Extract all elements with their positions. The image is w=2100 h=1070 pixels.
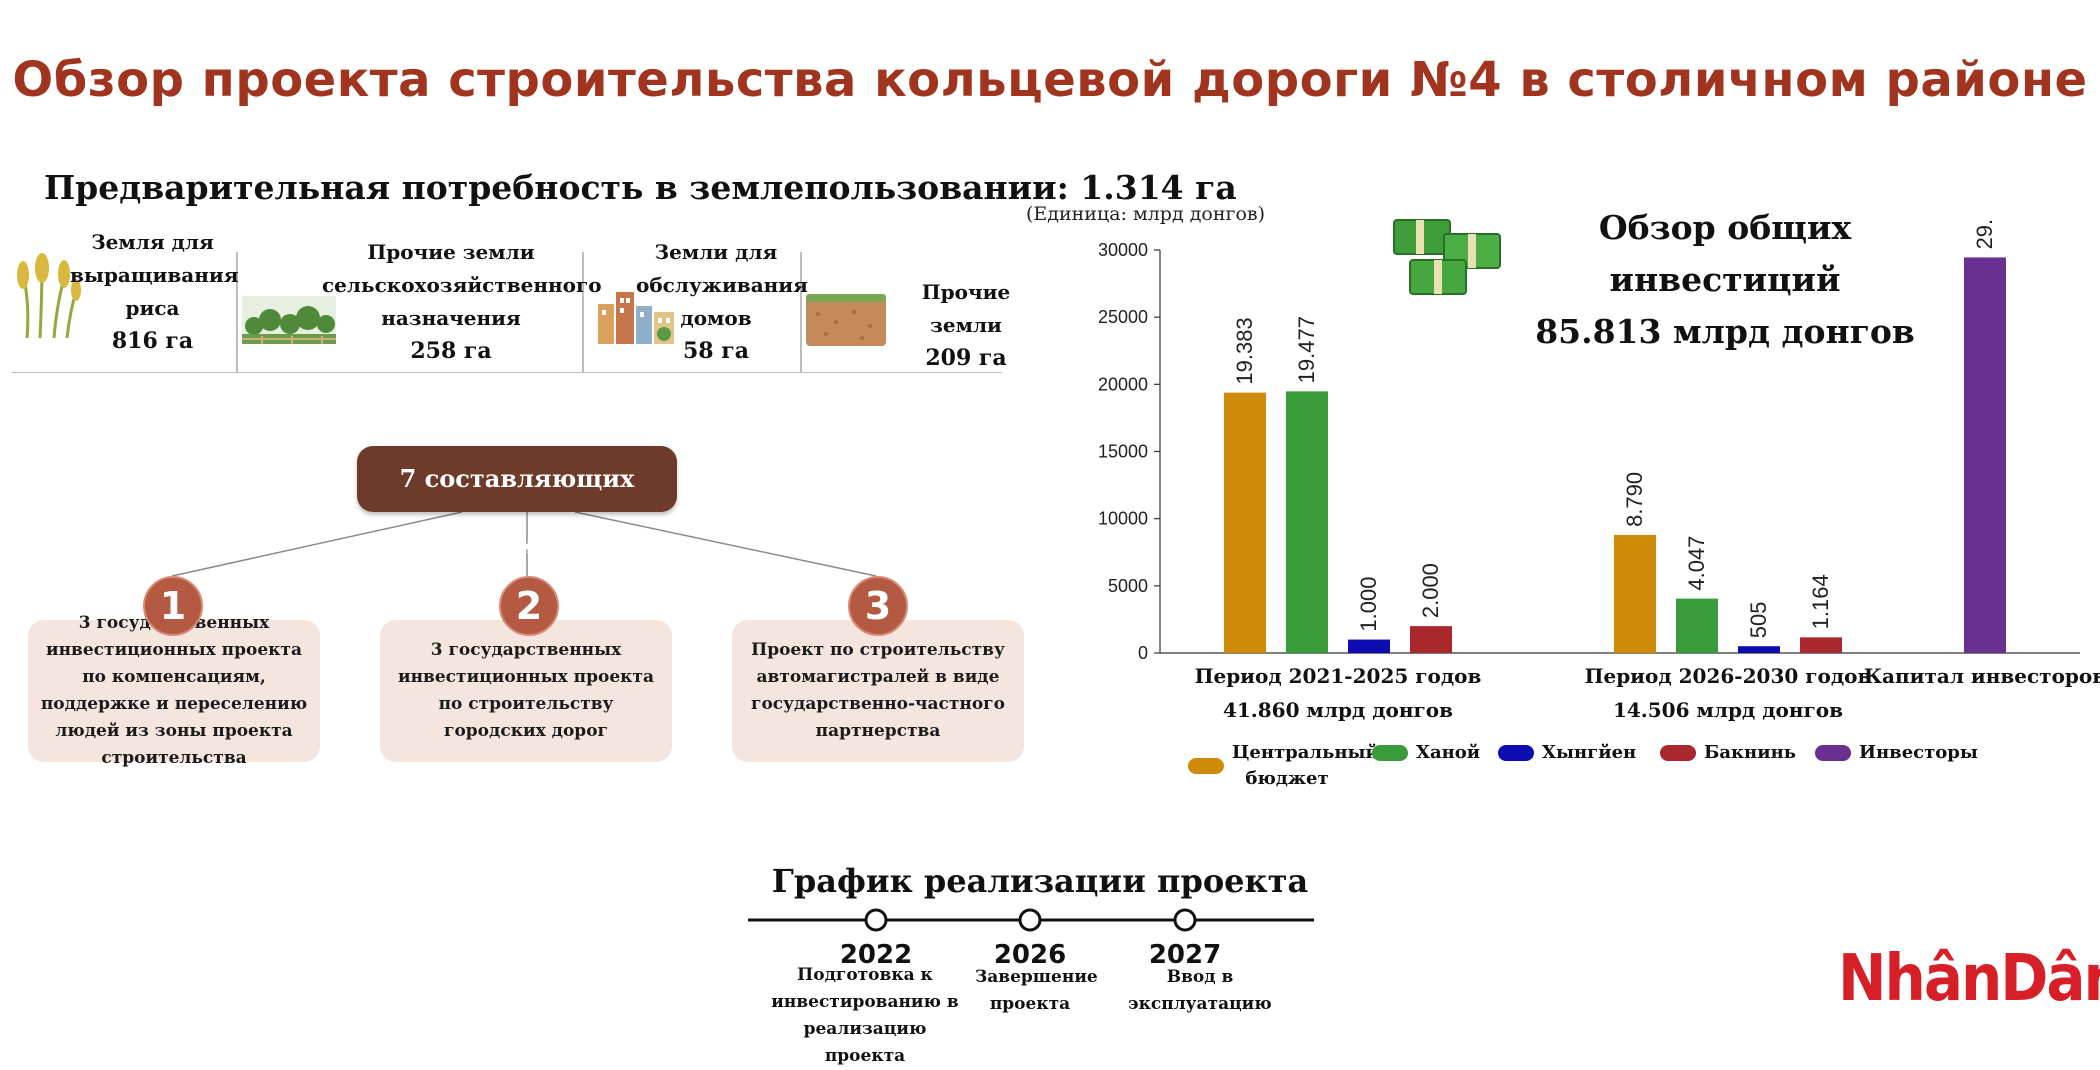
bar-value-label: 1.164	[1808, 574, 1833, 629]
component-connectors	[171, 511, 877, 577]
divider	[800, 252, 802, 372]
bar	[1348, 639, 1390, 653]
land-item-houses: Земли для обслуживания домов 58 га	[636, 236, 808, 368]
timeline-desc: Завершение проекта	[975, 967, 1098, 1014]
bar-value-label: 505	[1746, 601, 1771, 638]
legend-label: Центральный бюджет	[1232, 742, 1379, 789]
component-box-3: Проект по строительству автомагистралей …	[732, 620, 1024, 762]
bar-value-label: 4.047	[1684, 536, 1709, 591]
land-item-label: Прочие земли сельскохозяйственного назна…	[322, 240, 602, 330]
bar-value-label: 29.447	[1972, 220, 1997, 249]
land-item-value: 816 га	[111, 328, 194, 354]
bar	[1224, 392, 1266, 653]
bar	[1614, 534, 1656, 653]
farmland-image	[242, 296, 336, 344]
component-number-2: 2	[499, 576, 559, 636]
y-tick-label: 30000	[1098, 240, 1148, 260]
legend-swatch	[1188, 758, 1224, 774]
legend-item-hanoi: Ханой	[1372, 742, 1480, 763]
bar-value-label: 8.790	[1622, 472, 1647, 527]
timeline-year-2026: 2026	[993, 940, 1067, 970]
soil-image	[806, 294, 886, 346]
y-tick-label: 20000	[1098, 374, 1148, 394]
page-title: Обзор проекта строительства кольцевой до…	[12, 52, 2088, 108]
investment-heading: Обзор общих инвестиций	[1598, 208, 1852, 299]
rice-image	[12, 250, 82, 340]
y-tick-label: 15000	[1098, 442, 1148, 462]
legend-swatch	[1372, 744, 1408, 761]
investment-total: 85.813 млрд донгов	[1535, 312, 1915, 351]
bar	[1800, 637, 1842, 653]
legend-swatch	[1660, 744, 1696, 761]
timeline-year-2027: 2027	[1148, 940, 1222, 970]
timeline-desc: Ввод в эксплуатацию	[1128, 967, 1272, 1014]
land-item-other: Прочие земли 209 га	[886, 276, 1046, 375]
component-box-1: 3 государственных инвестиционных проекта…	[28, 613, 320, 768]
components-title: 7 составляющих проектов	[357, 446, 677, 559]
divider	[236, 252, 238, 372]
bar	[1286, 391, 1328, 653]
land-item-label: Прочие земли	[921, 280, 1011, 337]
timeline-marker	[1018, 908, 1042, 932]
component-text: 3 государственных инвестиционных проекта…	[398, 640, 654, 741]
y-tick-label: 25000	[1098, 307, 1148, 327]
group-sublabel: 41.860 млрд донгов	[1223, 698, 1453, 722]
bar	[1964, 257, 2006, 653]
bar-value-label: 2.000	[1418, 563, 1443, 618]
y-tick-label: 10000	[1098, 509, 1148, 529]
investment-bar-chart: 0 5000 10000 15000 20000 25000 30000 19.383 19.4…	[1098, 220, 2100, 722]
timeline-marker	[1173, 908, 1197, 932]
y-tick-label: 5000	[1108, 576, 1148, 596]
legend-item-bacninh: Бакнинь	[1660, 742, 1796, 763]
divider	[582, 252, 584, 372]
group-sublabel: 14.506 млрд донгов	[1613, 698, 1843, 722]
land-title: Предварительная потребность в землепольз…	[44, 168, 1237, 207]
legend-label: Хынгйен	[1542, 742, 1637, 763]
legend-item-hungyen: Хынгйен	[1498, 742, 1636, 763]
component-text: Проект по строительству автомагистралей …	[751, 640, 1005, 741]
land-item-value: 209 га	[925, 345, 1007, 371]
legend-label: Инвесторы	[1859, 742, 1978, 763]
component-text: 3 государственных инвестиционных проекта…	[40, 613, 308, 768]
group-label: Капитал инвесторов	[1864, 664, 2100, 688]
investment-title: Обзор общих инвестиций 85.813 млрд донго…	[1500, 202, 1950, 358]
land-item-value: 258 га	[410, 338, 492, 364]
bar-value-label: 19.383	[1232, 317, 1257, 384]
y-tick-label: 0	[1138, 643, 1148, 663]
component-number-3: 3	[848, 576, 908, 636]
land-item-agricultural: Прочие земли сельскохозяйственного назна…	[322, 236, 602, 368]
land-item-label: Земля для выращивания риса	[70, 230, 239, 320]
land-row	[12, 224, 1002, 373]
legend-label: Ханой	[1416, 742, 1481, 763]
land-item-rice: Земля для выращивания риса 816 га	[70, 226, 239, 358]
legend-label: Бакнинь	[1704, 742, 1796, 763]
bar	[1676, 598, 1718, 653]
timeline-line	[748, 908, 1314, 932]
timeline-year-2022: 2022	[839, 940, 913, 970]
legend-swatch	[1498, 744, 1534, 761]
timeline-desc: Подготовка к инвестированию в реализацию…	[771, 965, 959, 1066]
group-label: Период 2026-2030 годов	[1585, 664, 1872, 688]
legend-swatch	[1815, 744, 1851, 761]
group-label: Период 2021-2025 годов	[1195, 664, 1482, 688]
component-box-2: 3 государственных инвестиционных проекта…	[380, 620, 672, 762]
land-item-value: 58 га	[682, 338, 749, 364]
nhandan-logo: NhânDân	[1838, 940, 2100, 1016]
bar	[1738, 646, 1780, 653]
bar-value-label: 19.477	[1294, 316, 1319, 383]
component-number-1: 1	[143, 576, 203, 636]
houses-image	[596, 282, 676, 344]
unit-label: (Единица: млрд донгов)	[1026, 203, 1266, 225]
land-item-label: Земли для обслуживания домов	[636, 240, 808, 330]
timeline-marker	[864, 908, 888, 932]
bar-value-label: 1.000	[1356, 577, 1381, 632]
money-icon	[1388, 214, 1508, 304]
legend-item-central: Центральный бюджет	[1188, 740, 1379, 792]
legend-item-investors: Инвесторы	[1815, 742, 1978, 763]
timeline-title: График реализации проекта	[771, 862, 1309, 900]
bar	[1410, 626, 1452, 653]
